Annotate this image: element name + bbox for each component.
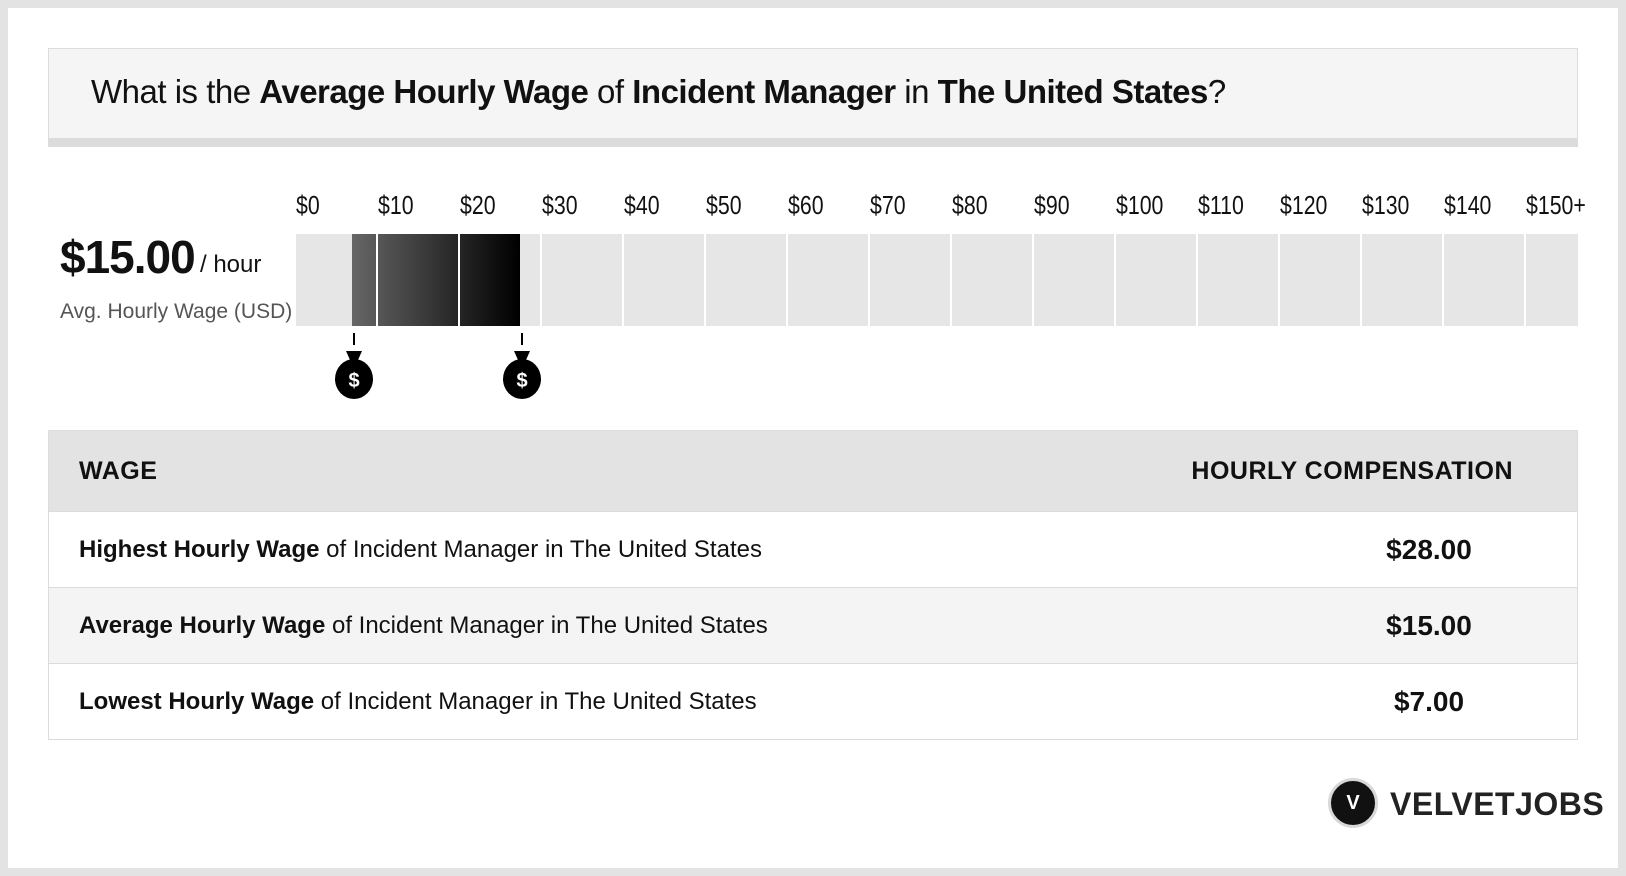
tick-label: $50 — [706, 191, 742, 221]
tick-label: $90 — [1034, 191, 1070, 221]
velvetjobs-logo[interactable]: V VELVETJOBS — [1328, 778, 1604, 834]
table-row-average: Average Hourly Wage of Incident Manager … — [49, 587, 1577, 663]
bar-segment — [1116, 234, 1196, 326]
table-row-lowest: Lowest Hourly Wage of Incident Manager i… — [49, 663, 1577, 739]
tick-label: $40 — [624, 191, 660, 221]
tick-label: $20 — [460, 191, 496, 221]
row-value: $7.00 — [1393, 686, 1465, 717]
logo-mark: V — [1328, 778, 1378, 828]
bar-segment — [624, 234, 704, 326]
row-label-rest: of Incident Manager in The United States — [319, 536, 762, 563]
logo-text: VELVETJOBS — [1390, 786, 1605, 822]
wage-card: What is the Average Hourly Wage of Incid… — [8, 8, 1618, 868]
tick-label: $70 — [870, 191, 906, 221]
row-label-bold: Highest Hourly Wage — [79, 536, 320, 563]
title-suffix: ? — [1207, 73, 1226, 110]
column-header-wage: WAGE — [79, 457, 158, 485]
money-bag-icon: $ — [503, 351, 541, 399]
title-underline — [48, 138, 1578, 147]
row-label-bold: Lowest Hourly Wage — [79, 688, 315, 715]
row-value: $28.00 — [1386, 534, 1472, 565]
bar-segment — [1444, 234, 1524, 326]
bar-segment — [870, 234, 950, 326]
bar-segment — [1526, 234, 1578, 326]
tick-label: $80 — [952, 191, 988, 221]
tick-label: $30 — [542, 191, 578, 221]
tick-label: $130 — [1362, 191, 1409, 221]
money-bag-icon: $ — [335, 351, 373, 399]
tick-label: $140 — [1444, 191, 1491, 221]
row-label-rest: of Incident Manager in The United States — [325, 612, 768, 639]
range-divider — [376, 234, 378, 326]
row-label: Average Hourly Wage of Incident Manager … — [79, 612, 768, 640]
average-wage-unit: / hour — [200, 251, 262, 278]
wage-range-chart: $0 $10 $20 $30 $40 $50 $60 $70 $80 $90 $100 $110 $12… — [296, 191, 1586, 399]
bar-segment — [952, 234, 1032, 326]
title-in: in — [895, 73, 938, 110]
tick-label: $100 — [1116, 191, 1163, 221]
row-label-rest: of Incident Manager in The United States — [314, 688, 757, 715]
row-value: $15.00 — [1386, 610, 1472, 641]
bar-segment — [788, 234, 868, 326]
title-box: What is the Average Hourly Wage of Incid… — [48, 48, 1578, 146]
title-prefix: What is the — [91, 73, 260, 110]
tick-label: $110 — [1198, 191, 1244, 221]
title-location: The United States — [937, 73, 1209, 110]
average-wage-label: Avg. Hourly Wage (USD) — [60, 300, 293, 323]
row-label: Lowest Hourly Wage of Incident Manager i… — [79, 688, 757, 716]
table-header: WAGE HOURLY COMPENSATION — [49, 431, 1577, 511]
average-wage-value: $15.00 — [60, 231, 196, 283]
bar-segment — [1034, 234, 1114, 326]
range-divider — [458, 234, 460, 326]
row-label: Highest Hourly Wage of Incident Manager … — [79, 536, 762, 564]
tick-label: $0 — [296, 191, 320, 221]
wage-range-bar — [352, 234, 520, 326]
tick-label: $120 — [1280, 191, 1327, 221]
bar-segment — [542, 234, 622, 326]
bar-segment — [1362, 234, 1442, 326]
row-label-bold: Average Hourly Wage — [79, 612, 326, 639]
column-header-compensation: HOURLY COMPENSATION — [1191, 457, 1513, 485]
bar-segment — [706, 234, 786, 326]
title-metric: Average Hourly Wage — [259, 73, 589, 110]
bar-segment — [1280, 234, 1360, 326]
tick-label: $60 — [788, 191, 824, 221]
table-row-highest: Highest Hourly Wage of Incident Manager … — [49, 511, 1577, 587]
wage-table: WAGE HOURLY COMPENSATION Highest Hourly … — [48, 430, 1578, 740]
svg-text:$: $ — [348, 370, 359, 392]
tick-label: $10 — [378, 191, 414, 221]
bar-segment — [1198, 234, 1278, 326]
page-title: What is the Average Hourly Wage of Incid… — [91, 73, 1226, 111]
tick-label: $150+ — [1526, 191, 1586, 221]
title-job: Incident Manager — [632, 73, 896, 110]
svg-text:$: $ — [516, 370, 527, 392]
title-of: of — [588, 73, 633, 110]
